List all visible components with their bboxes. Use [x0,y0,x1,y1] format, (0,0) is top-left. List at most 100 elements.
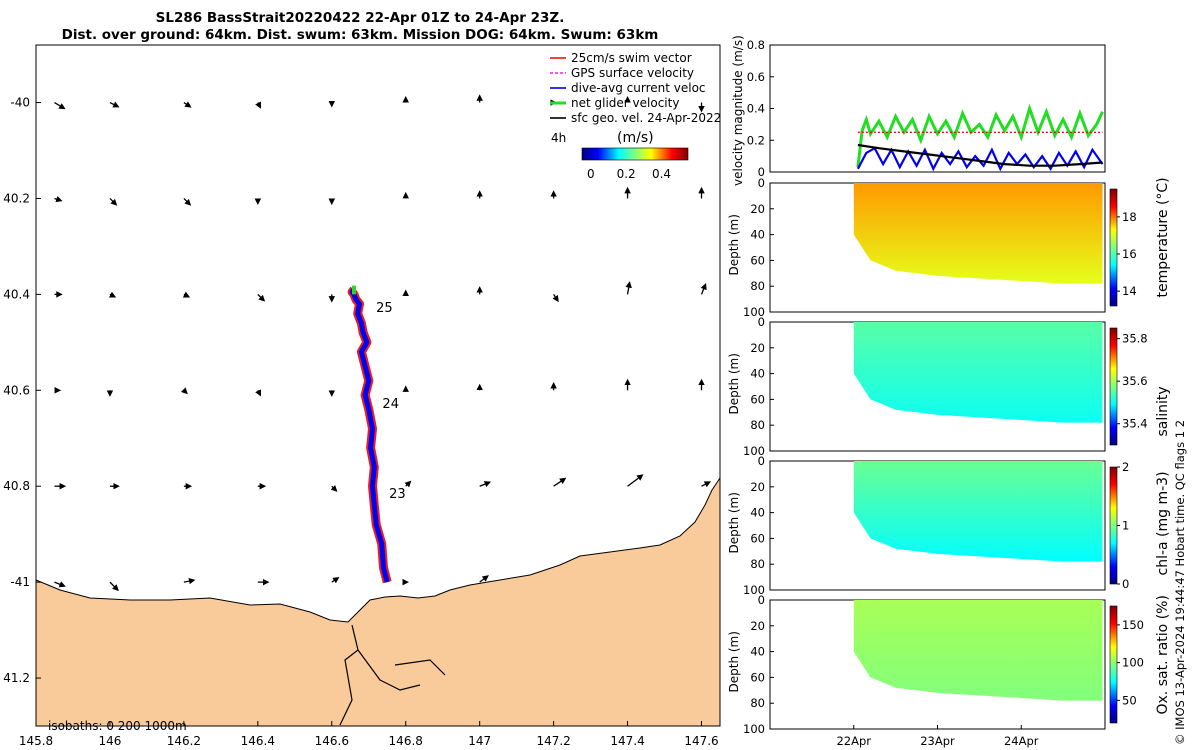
velocity-y-tick-label: 0.6 [747,70,765,84]
surface-velocity-arrows [54,94,712,592]
map-x-tick-label: 145.8 [19,734,53,748]
surface-velocity-arrow [183,577,196,585]
tasmania-coastline [35,476,721,727]
profile-y-tick-label: 40 [750,645,765,659]
velocity-series-line [856,103,1104,168]
profile-y-tick-label: 40 [750,506,765,520]
surface-velocity-arrow [255,101,261,109]
legend-label: dive-avg current veloc [571,81,706,95]
map-y-tick-label: -41 [10,575,30,589]
profile-y-tick-label: 60 [750,253,765,267]
colorbar-title: (m/s) [617,130,654,146]
colorbar-tick-label: 35.8 [1122,332,1148,346]
dive-avg-current-band [349,288,390,583]
profile-y-tick-label: 100 [743,444,765,458]
map-x-tick-label: 147.6 [684,734,718,748]
legend-label: net glider velocity [571,96,679,110]
surface-velocity-arrow [54,196,63,203]
map-x-tick-label: 146.8 [389,734,423,748]
map-x-tick-label: 146.6 [315,734,349,748]
velocity-axes-frame [769,44,1106,173]
map-y-tick-label: 41.2 [3,671,30,685]
profile-y-tick-label: 20 [750,341,765,355]
map-y-tick-label: 40.2 [3,191,30,205]
estuary-inlet [339,624,446,726]
surface-velocity-arrow [257,293,266,302]
profile-y-tick-label: 100 [743,305,765,319]
map-y-tick-label: -40 [10,96,30,110]
surface-velocity-arrow [625,281,632,295]
profile-y-axis-label: Depth (m) [727,353,741,414]
chart-title-line2: Dist. over ground: 64km. Dist. swum: 63k… [61,27,659,43]
profile-colorbar [1109,466,1118,585]
surface-velocity-arrow [479,575,489,583]
map-y-ticks: -40 40.2 40.4 40.6 40.8 -41 41.2 [3,96,41,685]
legend-label: sfc geo. vel. 24-Apr-2022 [571,111,721,125]
colorbar-tick-label: 150 [1122,618,1144,632]
colorbar-label: salinity [1155,386,1171,436]
surface-velocity-arrow [330,484,338,492]
time-x-tick-label: 24Apr [1004,734,1039,748]
surface-velocity-arrow [331,576,340,584]
profile-y-tick-label: 60 [750,531,765,545]
surface-velocity-arrow [553,477,567,487]
profile-y-tick-label: 60 [750,392,765,406]
time-x-tick-label: 22Apr [836,734,871,748]
surface-velocity-arrow [183,101,192,108]
legend-label: GPS surface velocity [571,66,694,80]
profile-colorbar [1109,188,1118,307]
surface-velocity-arrow [701,481,712,488]
map-frame [35,44,721,727]
surface-velocity-arrow [627,474,644,487]
surface-velocity-arrow [404,480,412,488]
profile-y-tick-label: 0 [758,454,765,468]
profile-data-section [853,183,1103,284]
surface-velocity-arrow [54,581,66,588]
surface-velocity-arrow [182,291,191,298]
profile-y-tick-label: 0 [758,593,765,607]
legend-label: 25cm/s swim vector [571,51,692,65]
colorbar-tick-label: 1 [1122,519,1129,533]
profile-panel-salinity: 0 20 40 60 80 100 Depth (m) 35.4 35.6 35.8 salinit… [727,315,1171,458]
map-x-tick-label: 147.4 [610,734,644,748]
map-x-tick-label: 146.4 [241,734,275,748]
velocity-y-tick-label: 0.8 [747,38,765,52]
day-label: 25 [376,301,393,316]
profile-colorbar [1109,327,1118,446]
chart-title-line1: SL286 BassStrait20220422 22-Apr 01Z to 2… [155,10,565,26]
velocity-series-line [857,143,1103,167]
profile-y-tick-label: 40 [750,367,765,381]
map-x-tick-label: 146.2 [167,734,201,748]
surface-velocity-arrow [183,198,192,206]
surface-velocity-arrow [255,389,261,397]
colorbar-tick-label: 0.4 [652,167,671,181]
day-label: 23 [389,487,406,502]
glider-track [347,285,392,584]
profile-y-tick-label: 0 [758,315,765,329]
colorbar-tick-label: 50 [1122,693,1137,707]
profile-panel-oxygen: 0 20 40 60 80 100 Depth (m) 50 100 150 Ox. sat. ra… [727,593,1171,736]
profile-data-section [853,322,1103,423]
map-y-tick-label: 40.6 [3,383,30,397]
colorbar-tick-label: 0 [1122,577,1129,591]
velocity-y-tick-label: 0.4 [747,102,765,116]
profile-y-axis-label: Depth (m) [727,492,741,553]
surface-velocity-arrow [180,387,188,395]
colorbar-tick-label: 35.4 [1122,417,1148,431]
surface-velocity-arrow [109,581,119,592]
surface-velocity-arrow [552,294,559,303]
surface-velocity-arrow [109,198,118,206]
profile-panel-temperature: 0 20 40 60 80 100 Depth (m) 14 16 18 temperature (… [727,176,1171,319]
colorbar-label: Ox. sat. ratio (%) [1155,595,1171,714]
profile-y-tick-label: 80 [750,696,765,710]
profile-y-tick-label: 20 [750,202,765,216]
profile-y-tick-label: 80 [750,418,765,432]
profile-y-tick-label: 20 [750,619,765,633]
day-label: 24 [382,397,399,412]
map-x-ticks: 145.8 146 146.2 146.4 146.6 146.8 147 147.2 147.… [19,721,719,748]
